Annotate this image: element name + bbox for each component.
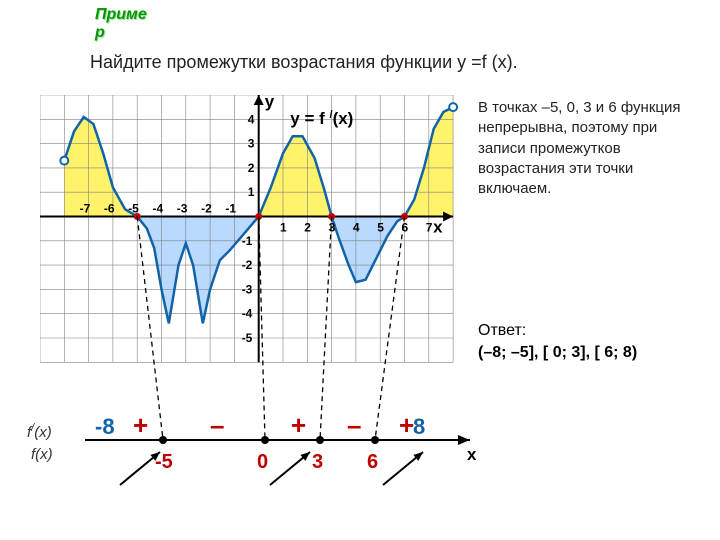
svg-text:3: 3 (312, 451, 323, 473)
svg-text:y: y (265, 95, 275, 111)
svg-text:3: 3 (329, 221, 336, 235)
svg-text:6: 6 (402, 221, 409, 235)
svg-text:8: 8 (413, 414, 425, 439)
f-prime-label: f/(x) (27, 422, 52, 441)
svg-text:6: 6 (367, 451, 378, 473)
side-note: В точках –5, 0, 3 и 6 функция непрерывна… (478, 98, 688, 199)
example-label-1: Приме (95, 6, 147, 24)
answer-block: Ответ: (–8; –5], [ 0; 3], [ 6; 8) (478, 320, 637, 365)
svg-text:4: 4 (353, 221, 360, 235)
svg-text:-6: -6 (104, 202, 115, 216)
svg-text:1: 1 (248, 185, 255, 199)
svg-text:+: + (399, 410, 414, 440)
svg-text:-1: -1 (225, 202, 236, 216)
svg-text:x: x (433, 218, 443, 237)
svg-text:-3: -3 (177, 202, 188, 216)
answer-value: (–8; –5], [ 0; 3], [ 6; 8) (478, 344, 637, 361)
svg-text:7: 7 (426, 221, 433, 235)
svg-text:–: – (347, 410, 361, 440)
svg-text:y = f /(x): y = f /(x) (290, 109, 353, 128)
svg-text:3: 3 (248, 137, 255, 151)
svg-text:-7: -7 (80, 202, 91, 216)
svg-text:4: 4 (248, 112, 255, 126)
svg-text:2: 2 (304, 221, 311, 235)
svg-text:-1: -1 (242, 234, 253, 248)
svg-text:-2: -2 (201, 202, 212, 216)
svg-text:-8: -8 (95, 414, 115, 439)
derivative-chart: -7 -6 -5 -4 -3 -2 -1 1 2 3 4 5 6 7 4 3 2 1 -1 -2 -3 -4 -5 y x y =… (40, 95, 460, 380)
svg-text:-3: -3 (242, 282, 253, 296)
svg-text:-5: -5 (242, 331, 253, 345)
task-text: Найдите промежутки возрастания функции у… (90, 52, 518, 73)
svg-text:–: – (210, 410, 224, 440)
svg-text:1: 1 (280, 221, 287, 235)
svg-text:0: 0 (257, 451, 268, 473)
answer-label: Ответ: (478, 322, 526, 339)
svg-text:-2: -2 (242, 258, 253, 272)
svg-text:-4: -4 (153, 202, 164, 216)
sign-number-line: x-8-50368+–+–+ (55, 400, 485, 510)
svg-text:2: 2 (248, 161, 255, 175)
svg-text:+: + (133, 410, 148, 440)
f-label: f(x) (31, 446, 53, 463)
svg-text:-5: -5 (128, 202, 139, 216)
example-label-2: р (95, 24, 105, 42)
svg-text:x: x (467, 445, 477, 464)
svg-text:5: 5 (377, 221, 384, 235)
svg-text:-4: -4 (242, 307, 253, 321)
svg-text:+: + (291, 410, 306, 440)
